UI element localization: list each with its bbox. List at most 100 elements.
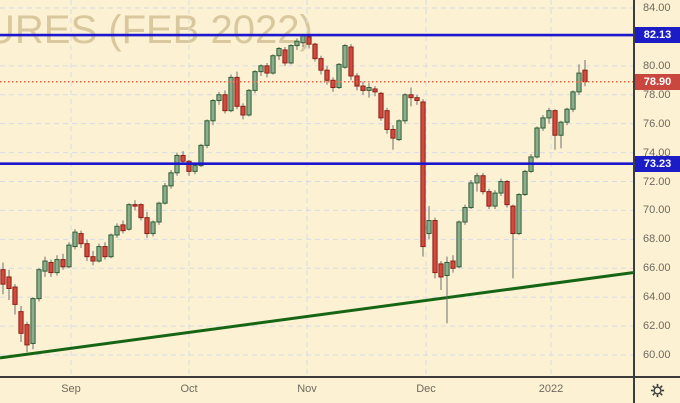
candle-down [186, 160, 192, 172]
price-axis-label: 60.00 [643, 349, 671, 361]
candle-up [210, 100, 216, 122]
candle-down [330, 79, 336, 89]
candle-up [126, 204, 132, 230]
candle-down [450, 260, 456, 269]
candle-up [276, 47, 282, 57]
candle-down [486, 191, 492, 207]
price-axis-label: 76.00 [643, 117, 671, 130]
candle-up [294, 40, 300, 47]
candle-down [582, 69, 588, 83]
time-axis-border [0, 376, 680, 378]
candle-up [288, 45, 294, 64]
candle-down [372, 88, 378, 93]
candle-up [300, 34, 306, 44]
candle-up [534, 127, 540, 158]
candle-up [540, 117, 546, 129]
candle-up [456, 221, 462, 268]
candle-down [306, 36, 312, 45]
price-axis-label: 74.00 [643, 146, 671, 159]
price-axis-label: 72.00 [643, 175, 671, 188]
candle-down [438, 263, 444, 278]
candle-up [570, 91, 576, 110]
candle-up [522, 170, 528, 196]
resistance-level-price-tag[interactable]: 82.13 [635, 27, 680, 44]
last-price-price-tag: 78.90 [635, 73, 680, 90]
time-axis[interactable]: Sep Oct Nov Dec 2022 [0, 378, 633, 403]
candle-down [360, 85, 366, 91]
time-axis-label: Nov [297, 383, 317, 395]
candle-up [498, 181, 504, 194]
axis-corner-cell [635, 378, 680, 403]
candle-down [384, 110, 390, 130]
candle-down [408, 94, 414, 99]
candle-up [402, 94, 408, 122]
time-axis-label: 2022 [538, 383, 564, 395]
symbol-watermark: URES (FEB 2022) [0, 8, 313, 52]
price-axis-label: 62.00 [643, 320, 671, 333]
candle-down [138, 204, 144, 219]
candle-up [336, 63, 342, 89]
price-axis-label: 66.00 [643, 262, 671, 275]
candle-up [558, 121, 564, 136]
candle-down [0, 269, 6, 285]
candle-up [42, 260, 48, 272]
candle-down [348, 46, 354, 77]
time-axis-label: Dec [416, 383, 436, 395]
candle-up [468, 182, 474, 209]
candle-up [342, 45, 348, 68]
time-axis-label: Sep [61, 383, 81, 395]
price-axis-label: 80.00 [643, 59, 671, 72]
candle-down [552, 110, 558, 136]
candle-up [36, 269, 42, 300]
candle-down [84, 243, 90, 258]
price-axis-label: 78.00 [643, 88, 671, 101]
candle-up [564, 108, 570, 123]
candle-down [12, 286, 18, 305]
candle-down [312, 43, 318, 60]
gear-button[interactable] [649, 382, 666, 399]
candle-up [150, 221, 156, 235]
trendline[interactable] [0, 271, 633, 360]
candle-down [90, 256, 96, 262]
candle-down [180, 154, 186, 162]
candle-up [516, 194, 522, 235]
price-axis-border [633, 0, 635, 403]
price-axis-label: 64.00 [643, 291, 671, 304]
candle-up [204, 120, 210, 146]
candle-up [444, 261, 450, 276]
candle-up [474, 175, 480, 184]
candle-up [30, 298, 36, 344]
candle-down [6, 276, 12, 289]
candle-up [96, 246, 102, 262]
candle-up [156, 202, 162, 223]
candle-up [216, 94, 222, 102]
support-level-price-tag[interactable]: 73.23 [635, 155, 680, 172]
candle-up [54, 259, 60, 274]
candle-up [168, 172, 174, 187]
candle-down [48, 261, 54, 274]
candle-up [246, 89, 252, 116]
candle-down [282, 49, 288, 64]
price-axis-label: 70.00 [643, 204, 671, 217]
price-chart-canvas[interactable] [0, 0, 633, 376]
price-axis-label: 68.00 [643, 233, 671, 246]
candle-up [492, 192, 498, 207]
price-axis[interactable]: 84.00 80.00 78.00 76.00 74.00 72.00 70.00 68.00… [635, 0, 680, 376]
candle-down [18, 311, 24, 334]
candle-down [144, 217, 150, 235]
candle-up [108, 234, 114, 258]
candle-up [66, 244, 72, 268]
candle-up [198, 144, 204, 167]
candle-up [366, 87, 372, 91]
candle-down [378, 92, 384, 119]
candle-up [72, 231, 78, 248]
candle-up [546, 110, 552, 119]
candle-up [270, 55, 276, 74]
candle-down [510, 205, 516, 235]
candle-down [432, 220, 438, 274]
candle-up [426, 220, 432, 235]
candle-down [480, 175, 486, 193]
gear-icon [650, 383, 665, 398]
candle-up [162, 185, 168, 204]
